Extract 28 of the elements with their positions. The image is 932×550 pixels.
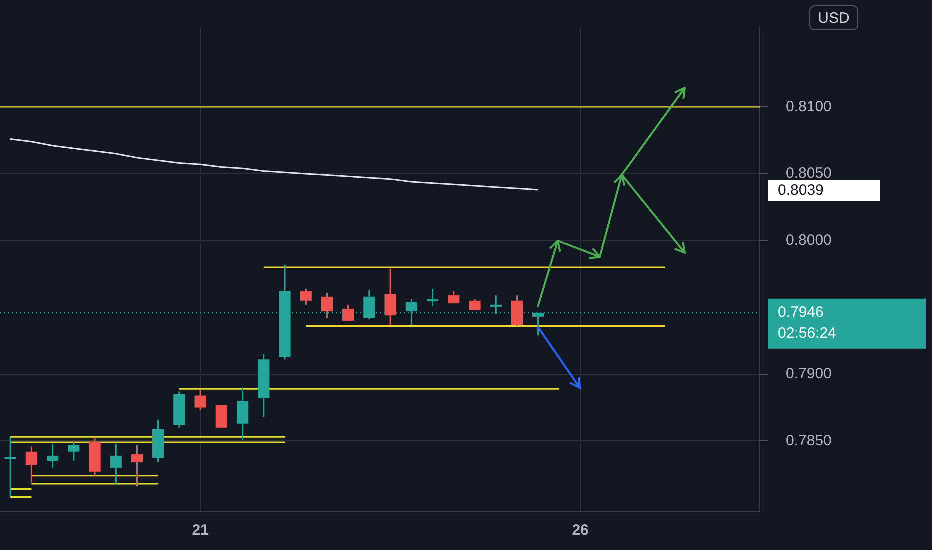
y-tick-label: 0.7900 (786, 366, 832, 383)
candlestick (342, 304, 354, 322)
candlestick (426, 288, 439, 307)
ref-line-label: 0.7946 (778, 304, 824, 322)
candlestick (131, 444, 144, 488)
candlestick (4, 436, 16, 497)
text: 02:56:24 (778, 325, 836, 342)
candlestick (300, 288, 312, 306)
y-tick-label: 0.7850 (786, 432, 832, 450)
y-tick-label: 0.8100 (786, 98, 832, 116)
y-axis-title: USD (818, 10, 850, 28)
x-tick-label: 26 (572, 522, 589, 540)
candlestick (110, 443, 122, 485)
candlestick (469, 298, 481, 311)
candlestick (26, 446, 38, 484)
candlestick (321, 292, 334, 320)
candlestick (384, 268, 396, 326)
candlestick (490, 294, 502, 316)
y-tick-label: 0.8000 (786, 232, 832, 249)
text: 0.8039 (778, 182, 824, 200)
candlestick (46, 443, 59, 469)
candlestick (236, 386, 249, 441)
candlestick (68, 442, 80, 462)
candlestick (194, 390, 206, 412)
x-tick-label: 21 (192, 522, 209, 540)
candlestick (216, 404, 228, 429)
candlestick (448, 290, 460, 304)
y-tick-label: 0.8050 (786, 165, 832, 182)
